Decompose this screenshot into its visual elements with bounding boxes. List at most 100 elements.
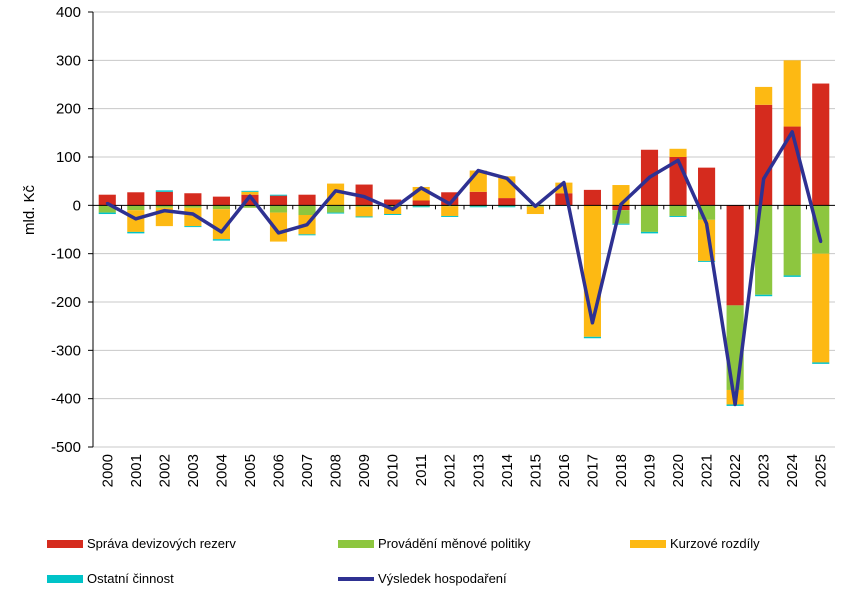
bar-segment — [783, 205, 801, 276]
bar-segment — [812, 205, 830, 254]
bar-segment — [498, 206, 516, 208]
x-tick-label: 2015 — [527, 454, 544, 487]
gridlines — [93, 11, 835, 448]
bar-segment — [412, 206, 430, 208]
bar-segment — [812, 253, 830, 363]
bar-segment — [583, 336, 601, 339]
line-point — [305, 223, 309, 227]
bar-segment — [127, 205, 145, 211]
bar-segment — [241, 191, 259, 195]
bar-segment — [583, 189, 601, 206]
bar-segment — [612, 210, 630, 224]
bar-segment — [184, 205, 202, 208]
line-point — [219, 230, 223, 234]
line-point — [162, 209, 166, 213]
bar-segment — [755, 104, 773, 206]
bar-segment — [726, 205, 744, 306]
bar-segment — [241, 190, 259, 192]
x-tick-label: 2009 — [356, 454, 373, 487]
line-point — [134, 217, 138, 221]
x-tick-label: 2022 — [727, 454, 744, 487]
line-point — [505, 176, 509, 180]
line-point — [619, 202, 623, 206]
bar-segment — [469, 206, 487, 208]
bar-segment — [127, 192, 145, 206]
bar-segment — [384, 214, 402, 215]
bar-segment — [441, 215, 459, 217]
bar-segment — [755, 294, 773, 297]
y-tick-label: -200 — [51, 294, 81, 311]
x-tick-label: 2010 — [385, 454, 402, 487]
line-point — [533, 204, 537, 208]
y-tick-label: 100 — [56, 149, 81, 166]
bar-segment — [441, 206, 459, 216]
bar-segment — [698, 260, 716, 262]
bar-segment — [155, 191, 173, 206]
bar-segment — [469, 191, 487, 206]
bar-segment — [327, 183, 345, 206]
bar-segment — [269, 195, 288, 206]
y-tick-label: -500 — [51, 439, 81, 456]
bar-segment — [669, 215, 687, 217]
bar-segment — [241, 194, 259, 206]
bar-segment — [298, 234, 316, 236]
line-point — [733, 402, 737, 406]
bar-segment — [327, 205, 345, 213]
bar-segment — [269, 205, 288, 213]
x-tick-label: 2017 — [584, 454, 601, 487]
bar-segment — [269, 212, 288, 242]
bar-segment — [412, 200, 430, 206]
bar-segment — [755, 205, 773, 295]
y-axis-label: mld. Kč — [21, 184, 38, 235]
bar-segment — [526, 206, 544, 215]
bar-segment — [98, 194, 116, 206]
x-tick-label: 2005 — [242, 454, 259, 487]
bar-segment — [783, 275, 801, 277]
x-tick-label: 2000 — [99, 454, 116, 487]
line-point — [277, 231, 280, 235]
bar-segment — [355, 206, 373, 217]
bar-segment — [212, 209, 230, 240]
x-tick-label: 2012 — [442, 454, 459, 487]
y-tick-label: 400 — [56, 4, 81, 21]
x-tick-label: 2001 — [128, 454, 145, 487]
bar-segment — [184, 226, 202, 228]
line-point — [590, 321, 594, 325]
bar-segment — [298, 194, 316, 206]
x-tick-label: 2007 — [299, 454, 316, 487]
line-point — [762, 177, 766, 181]
bar-segment — [384, 199, 402, 206]
bar-segment — [98, 212, 116, 215]
bar-segment — [155, 205, 173, 208]
line-point — [105, 201, 109, 205]
bar-segment — [241, 205, 259, 208]
bar-segment — [640, 205, 659, 232]
y-tick-label: -400 — [51, 391, 81, 408]
y-tick-label: -100 — [51, 246, 81, 263]
axes — [88, 11, 835, 448]
line-series — [105, 130, 823, 407]
tick-labels: 400 300 200 100 0 -100 -200 -300 -400 -500 2000 200… — [51, 4, 830, 487]
bar-segment — [812, 83, 830, 206]
bar-segment — [127, 210, 145, 232]
bar-segment — [755, 86, 773, 105]
x-tick-label: 2025 — [813, 454, 830, 487]
bar-segment — [212, 239, 230, 241]
x-tick-label: 2002 — [156, 454, 173, 487]
bar-segment — [783, 60, 801, 127]
bar-segment — [155, 190, 173, 192]
line-point — [705, 222, 709, 226]
bar-segment — [669, 148, 687, 157]
x-tick-label: 2006 — [271, 454, 288, 487]
bar-segment — [298, 205, 316, 215]
bar-segment — [212, 205, 230, 210]
bar-segment — [498, 198, 516, 206]
line-point — [819, 240, 823, 244]
line-point — [562, 181, 566, 185]
y-tick-label: -300 — [51, 342, 81, 359]
bar-segment — [327, 212, 345, 214]
bar-segment — [812, 362, 830, 364]
bar-segment — [698, 167, 716, 206]
